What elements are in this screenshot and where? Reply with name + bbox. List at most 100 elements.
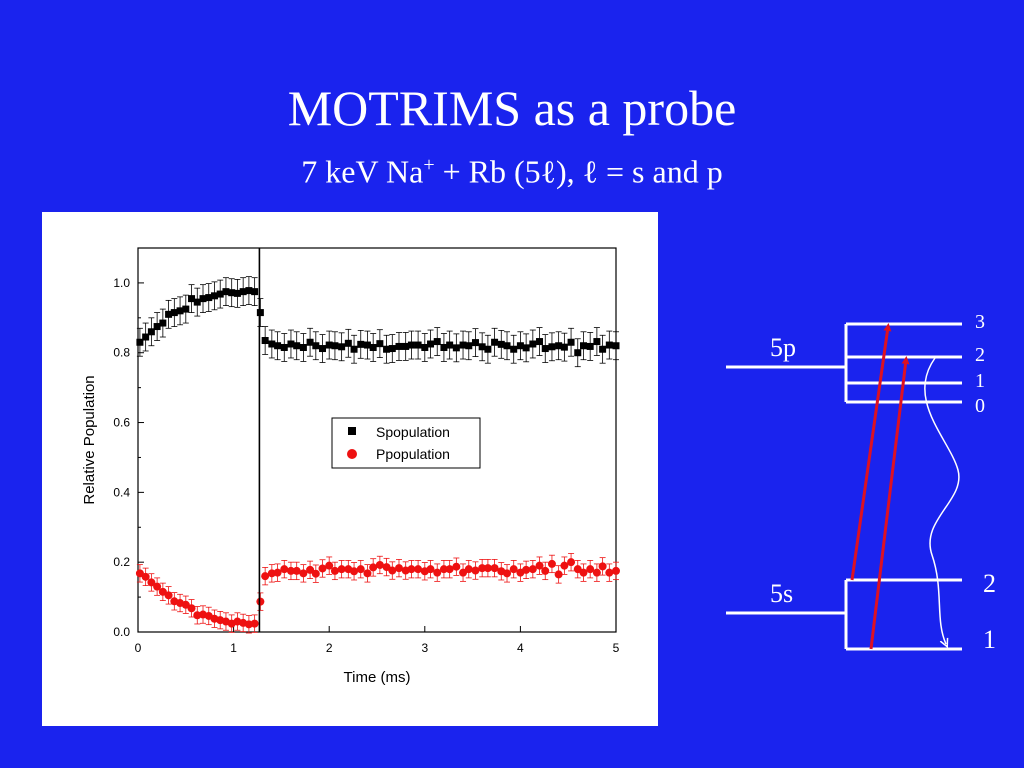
data-point-s [357,340,365,348]
data-point-p [356,565,365,574]
data-point-s [350,345,358,353]
5p-level-1-label: 1 [975,370,985,392]
data-point-p [414,565,423,574]
y-tick-label: 0.0 [113,625,130,639]
5s-level-1-label: 1 [983,625,996,654]
slide-subtitle: 7 keV Na+ + Rb (5ℓ), ℓ = s and p [0,145,1024,192]
data-point-s [261,337,269,345]
x-tick-label: 2 [326,641,333,655]
data-point-s [421,343,429,351]
data-point-s [274,342,282,350]
data-point-p [256,597,265,606]
data-point-s [433,338,441,346]
data-point-s [147,328,155,336]
legend-label-p: Ppopulation [376,446,450,462]
data-point-p [503,569,512,578]
data-point-s [182,305,190,313]
data-point-s [251,288,259,296]
data-point-p [459,568,468,577]
data-point-p [509,565,518,574]
data-point-p [273,568,282,577]
y-tick-label: 0.2 [113,555,130,569]
data-point-s [555,342,563,350]
5p-level-2-label: 2 [975,344,985,366]
data-point-p [483,564,492,573]
data-point-s [593,338,601,346]
data-point-p [490,564,499,573]
data-point-s [612,342,620,350]
data-point-s [306,338,314,346]
data-point-s [427,340,435,348]
data-point-p [330,566,339,575]
data-point-p [433,568,442,577]
data-point-s [222,288,230,296]
data-point-p [363,569,372,578]
data-point-s [159,319,167,327]
data-point-p [261,572,270,581]
data-point-p [547,559,556,568]
data-point-p [592,568,601,577]
data-point-p [369,563,378,572]
data-point-s [471,339,479,347]
data-point-p [181,600,190,609]
data-point-p [153,582,162,591]
data-point-s [205,294,213,302]
data-point-p [522,565,531,574]
data-point-p [292,566,301,575]
data-point-s [338,343,346,351]
data-point-s [344,339,352,347]
data-point-s [536,338,544,346]
decay-wavy-arrow [924,357,960,644]
data-point-p [554,570,563,579]
data-point-s [459,341,467,349]
data-point-s [325,341,333,349]
data-point-p [586,565,595,574]
data-point-s [567,338,575,346]
5p-level-3-label: 3 [975,311,985,333]
data-point-s [233,289,241,297]
data-point-p [280,565,289,574]
y-tick-label: 0.4 [113,485,130,499]
x-tick-label: 4 [517,641,524,655]
data-point-p [605,568,614,577]
data-point-s [256,309,264,317]
data-point-s [299,343,307,351]
data-point-s [369,343,377,351]
data-point-s [312,342,320,350]
data-point-s [395,342,403,350]
data-point-p [464,565,473,574]
data-point-s [153,323,161,331]
legend-marker-p [347,449,357,459]
data-point-p [560,561,569,570]
data-point-p [382,563,391,572]
data-point-s [188,295,196,303]
y-tick-label: 1.0 [113,276,130,290]
data-point-s [331,342,339,350]
x-tick-label: 1 [230,641,237,655]
data-point-p [318,564,327,573]
data-point-p [299,569,308,578]
data-point-s [376,340,384,348]
data-point-p [598,562,607,571]
data-point-s [199,295,207,303]
data-point-p [445,565,454,574]
data-point-s [176,307,184,315]
data-point-p [394,564,403,573]
data-point-s [268,340,276,348]
data-point-p [350,567,359,576]
data-point-s [452,344,460,352]
data-point-p [325,561,334,570]
data-point-s [136,338,144,346]
slide-title: MOTRIMS as a probe [287,80,737,136]
5p-label: 5p [770,333,796,362]
data-point-p [579,568,588,577]
data-point-p [141,572,150,581]
data-point-s [287,340,295,348]
data-point-s [228,289,236,297]
data-point-s [280,343,288,351]
data-point-p [612,566,620,575]
5s-label: 5s [770,579,793,608]
data-point-p [158,587,167,596]
data-point-s [579,342,587,350]
data-point-s [402,342,410,350]
